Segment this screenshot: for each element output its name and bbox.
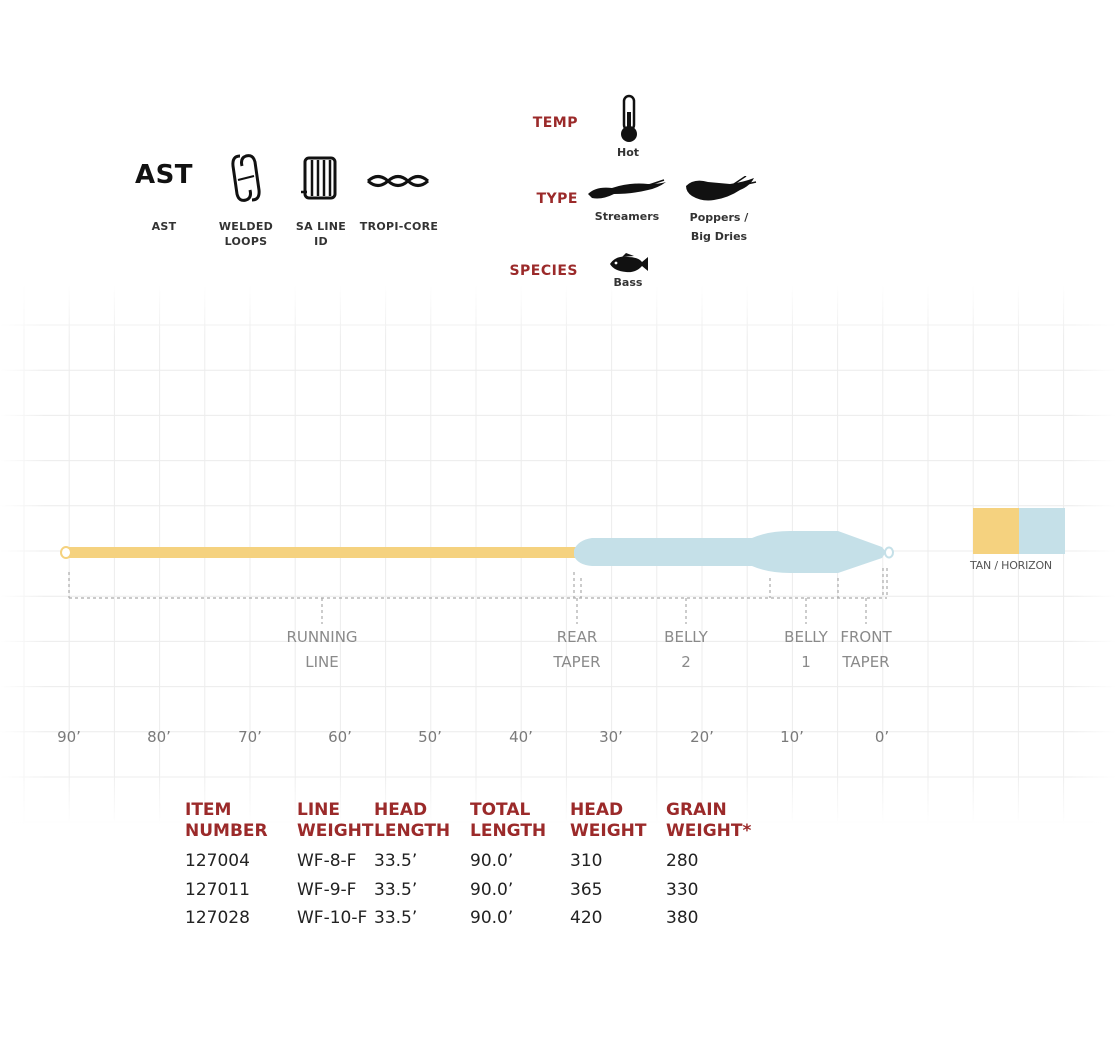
table-row: 127011 WF-9-F 33.5’ 90.0’ 365 330 bbox=[185, 876, 805, 904]
feature-welded-loops-label: WELDED LOOPS bbox=[218, 220, 274, 248]
swatch-label: TAN / HORIZON bbox=[970, 559, 1052, 572]
section-label-belly-2: BELLY 2 bbox=[664, 628, 708, 671]
streamers-caption: Streamers bbox=[594, 210, 660, 223]
tick-40: 40’ bbox=[509, 728, 533, 746]
species-label: SPECIES bbox=[509, 263, 578, 279]
table-row: 127028 WF-10-F 33.5’ 90.0’ 420 380 bbox=[185, 904, 805, 932]
temp-label: TEMP bbox=[532, 115, 578, 131]
streamer-fly-icon bbox=[588, 179, 666, 199]
tick-10: 10’ bbox=[780, 728, 804, 746]
popper-fly-icon bbox=[686, 176, 757, 201]
temp-caption: Hot bbox=[616, 146, 640, 159]
spec-table: ITEM NUMBER LINE WEIGHT HEAD LENGTH TOTA… bbox=[185, 800, 805, 940]
cell-item-number: 127011 bbox=[185, 879, 250, 900]
cell-item-number: 127004 bbox=[185, 851, 250, 871]
tick-60: 60’ bbox=[328, 728, 352, 746]
cell-head-weight: 420 bbox=[570, 908, 603, 928]
cell-total-length: 90.0’ bbox=[470, 879, 514, 900]
tropi-core-icon bbox=[366, 175, 430, 187]
tick-30: 30’ bbox=[599, 728, 623, 746]
cell-grain-weight: 380 bbox=[666, 908, 699, 928]
cell-head-length: 33.5’ bbox=[374, 908, 418, 928]
line-id-icon bbox=[301, 156, 337, 200]
type-label: TYPE bbox=[536, 191, 578, 207]
bass-caption: Bass bbox=[613, 276, 643, 289]
cell-total-length: 90.0’ bbox=[470, 851, 514, 871]
cell-head-weight: 310 bbox=[570, 851, 603, 871]
header-item-number: ITEM NUMBER bbox=[185, 800, 268, 841]
cell-head-length: 33.5’ bbox=[374, 851, 418, 871]
cell-grain-weight: 280 bbox=[666, 851, 699, 871]
section-label-belly-1: BELLY 1 bbox=[784, 628, 828, 671]
bass-fish-icon bbox=[610, 253, 648, 273]
welded-loops-icon bbox=[231, 154, 261, 202]
section-label-front-taper: FRONT TAPER bbox=[840, 628, 892, 671]
running-line-bar bbox=[64, 547, 580, 558]
feature-ast-label: AST bbox=[151, 220, 177, 233]
tick-0: 0’ bbox=[874, 728, 890, 746]
swatch-tan bbox=[973, 508, 1019, 554]
cell-line-weight: WF-9-F bbox=[297, 879, 357, 900]
header-head-length: HEAD LENGTH bbox=[374, 800, 451, 841]
section-label-rear-taper: REAR TAPER bbox=[553, 628, 601, 671]
feature-ast: AST bbox=[132, 160, 196, 190]
table-row: 127004 WF-8-F 33.5’ 90.0’ 310 280 bbox=[185, 847, 805, 875]
cell-line-weight: WF-8-F bbox=[297, 851, 357, 871]
cell-head-weight: 365 bbox=[570, 879, 603, 900]
cell-total-length: 90.0’ bbox=[470, 908, 514, 928]
cell-item-number: 127028 bbox=[185, 908, 250, 928]
section-label-running-line: RUNNING LINE bbox=[286, 628, 358, 671]
feature-line-id-label: SA LINE ID bbox=[295, 220, 347, 248]
color-swatch bbox=[973, 508, 1065, 554]
thermometer-icon bbox=[621, 94, 637, 142]
tick-90: 90’ bbox=[57, 728, 81, 746]
tick-70: 70’ bbox=[238, 728, 262, 746]
header-total-length: TOTAL LENGTH bbox=[470, 800, 547, 841]
head-tip-loop bbox=[884, 546, 894, 559]
cell-head-length: 33.5’ bbox=[374, 879, 418, 900]
feature-tropi-core-label: TROPI-CORE bbox=[359, 220, 439, 233]
swatch-horizon bbox=[1019, 508, 1065, 554]
header-line-weight: LINE WEIGHT bbox=[297, 800, 374, 841]
poppers-caption: Poppers / Big Dries bbox=[689, 211, 749, 243]
header-grain-weight: GRAIN WEIGHT* bbox=[666, 800, 752, 841]
cell-grain-weight: 330 bbox=[666, 879, 699, 900]
running-line-end-loop bbox=[60, 546, 72, 559]
cell-line-weight: WF-10-F bbox=[297, 908, 368, 928]
ast-logo-icon: AST bbox=[134, 160, 194, 190]
header-head-weight: HEAD WEIGHT bbox=[570, 800, 647, 841]
tick-50: 50’ bbox=[418, 728, 442, 746]
head-taper bbox=[574, 531, 886, 573]
tick-80: 80’ bbox=[147, 728, 171, 746]
tick-20: 20’ bbox=[690, 728, 714, 746]
